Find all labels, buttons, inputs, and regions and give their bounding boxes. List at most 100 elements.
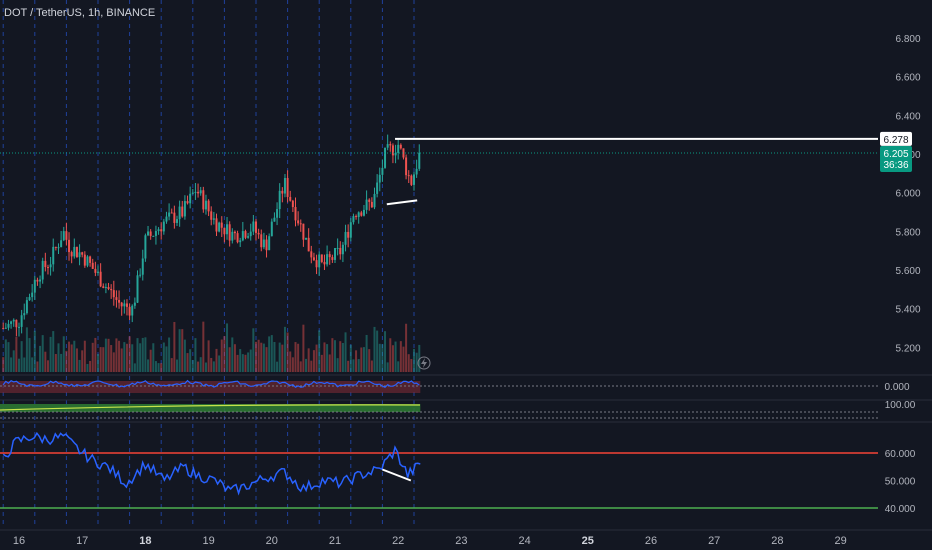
percent-axis-label: 100.00 bbox=[885, 400, 916, 411]
candle-body bbox=[357, 212, 360, 218]
candle-body bbox=[49, 264, 52, 268]
candle-body bbox=[44, 260, 47, 268]
candle-body bbox=[12, 319, 15, 322]
volume-bar bbox=[231, 337, 234, 372]
volume-bar bbox=[194, 338, 197, 372]
candle-body bbox=[81, 252, 84, 255]
price-axis-label: 5.800 bbox=[895, 227, 920, 238]
rsi-divergence-line bbox=[382, 468, 412, 482]
time-axis-label: 19 bbox=[202, 535, 214, 547]
volume-bar bbox=[89, 360, 92, 372]
candle-body bbox=[228, 224, 231, 241]
candles bbox=[2, 134, 421, 337]
candle-body bbox=[141, 258, 144, 275]
candle-body bbox=[312, 257, 315, 261]
time-axis-label: 27 bbox=[708, 535, 720, 547]
volume-bar bbox=[131, 344, 134, 372]
volume-bar bbox=[373, 326, 376, 372]
volume-bar bbox=[97, 353, 99, 372]
volume-bar bbox=[110, 345, 113, 372]
candle-body bbox=[191, 192, 194, 194]
candle-body bbox=[307, 237, 310, 252]
candle-body bbox=[10, 321, 13, 324]
price-axis-label: 6.000 bbox=[895, 189, 920, 200]
candle-body bbox=[104, 287, 107, 289]
candle-body bbox=[378, 174, 381, 183]
rsi-axis-label: 50.000 bbox=[885, 477, 916, 488]
volume-bar bbox=[33, 330, 36, 372]
volume-bar bbox=[257, 339, 260, 372]
candle-body bbox=[152, 235, 155, 237]
candle-body bbox=[73, 246, 76, 257]
candle-body bbox=[97, 271, 99, 273]
volume-bar bbox=[226, 323, 229, 372]
candle-body bbox=[173, 212, 176, 223]
candle-body bbox=[125, 303, 128, 307]
candle-body bbox=[183, 201, 186, 217]
volume-bar bbox=[357, 359, 360, 372]
volume-bar bbox=[347, 360, 350, 372]
candle-body bbox=[33, 279, 36, 293]
candle-body bbox=[336, 247, 339, 249]
volume-bar bbox=[115, 338, 118, 372]
volume-bar bbox=[83, 340, 86, 372]
time-axis-label: 29 bbox=[834, 535, 846, 547]
candle-body bbox=[120, 302, 123, 307]
volume-bar bbox=[276, 361, 279, 372]
volume-bar bbox=[118, 340, 121, 372]
volume-bar bbox=[133, 363, 136, 372]
volume-bar bbox=[265, 347, 268, 372]
volume-bar bbox=[328, 354, 331, 372]
candle-body bbox=[276, 209, 279, 218]
volume-bar bbox=[104, 338, 107, 372]
volume-bar bbox=[223, 336, 226, 372]
candle-body bbox=[60, 240, 63, 248]
candle-body bbox=[341, 244, 344, 255]
volume-bar bbox=[160, 363, 163, 372]
candle-body bbox=[252, 221, 255, 232]
candle-body bbox=[7, 323, 10, 328]
volume-bar bbox=[176, 359, 178, 372]
candle-body bbox=[115, 297, 118, 300]
volume-bar bbox=[162, 342, 165, 372]
trend-strength-area bbox=[0, 404, 421, 412]
volume-bar bbox=[75, 348, 78, 372]
volume-bar bbox=[94, 337, 97, 372]
candle-body bbox=[281, 190, 284, 194]
candle-body bbox=[262, 239, 265, 248]
volume-bar bbox=[355, 350, 358, 372]
volume-bar bbox=[125, 343, 128, 372]
candle-body bbox=[360, 212, 363, 216]
volume-bar bbox=[49, 336, 52, 372]
candle-body bbox=[415, 168, 418, 175]
candle-body bbox=[110, 288, 113, 291]
candle-body bbox=[170, 212, 173, 214]
level-price-label: 6.278 bbox=[883, 135, 908, 146]
candle-body bbox=[265, 239, 268, 251]
candle-body bbox=[54, 246, 57, 248]
volume-bar bbox=[281, 344, 284, 372]
candle-body bbox=[118, 299, 121, 303]
volume-bar bbox=[376, 330, 379, 372]
volume-bar bbox=[99, 347, 102, 372]
volume-bar bbox=[73, 340, 76, 372]
time-axis-label: 20 bbox=[266, 535, 278, 547]
volume-bar bbox=[183, 339, 186, 372]
volume-bar bbox=[25, 327, 28, 372]
candle-body bbox=[289, 196, 292, 201]
volume-bar bbox=[149, 349, 152, 372]
candle-body bbox=[136, 275, 139, 303]
volume-bar bbox=[415, 352, 418, 372]
time-axis-label: 28 bbox=[771, 535, 783, 547]
candle-body bbox=[418, 152, 421, 169]
volume-bar bbox=[191, 360, 194, 372]
candle-body bbox=[405, 157, 408, 176]
volume-bar bbox=[86, 363, 89, 372]
candle-body bbox=[399, 144, 402, 149]
candle-body bbox=[255, 221, 257, 233]
price-axis-label: 5.600 bbox=[895, 266, 920, 277]
candle-body bbox=[102, 286, 105, 288]
volume-bar bbox=[10, 357, 13, 372]
volume-bar bbox=[394, 341, 397, 372]
